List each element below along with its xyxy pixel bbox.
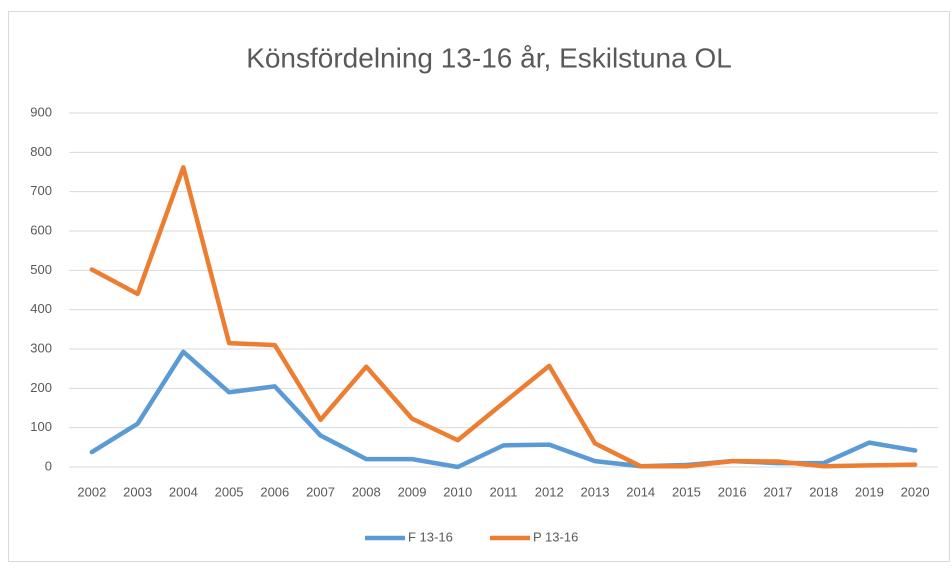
- x-tick-label: 2012: [535, 484, 564, 499]
- y-tick-label: 700: [30, 183, 52, 198]
- y-tick-label: 100: [30, 419, 52, 434]
- x-tick-label: 2002: [77, 484, 106, 499]
- x-tick-label: 2017: [763, 484, 792, 499]
- x-tick-label: 2003: [123, 484, 152, 499]
- x-tick-label: 2014: [626, 484, 655, 499]
- x-tick-label: 2015: [672, 484, 701, 499]
- x-tick-label: 2004: [169, 484, 198, 499]
- x-tick-label: 2006: [260, 484, 289, 499]
- x-tick-label: 2005: [215, 484, 244, 499]
- y-tick-label: 0: [45, 458, 52, 473]
- y-tick-label: 900: [30, 104, 52, 119]
- y-tick-label: 400: [30, 301, 52, 316]
- x-tick-label: 2019: [855, 484, 884, 499]
- x-tick-label: 2008: [352, 484, 381, 499]
- x-tick-label: 2007: [306, 484, 335, 499]
- y-tick-label: 500: [30, 262, 52, 277]
- chart-border: [8, 11, 950, 562]
- y-tick-label: 600: [30, 222, 52, 237]
- x-tick-label: 2013: [581, 484, 610, 499]
- chart-title: Könsfördelning 13-16 år, Eskilstuna OL: [246, 42, 732, 73]
- y-tick-label: 300: [30, 340, 52, 355]
- x-tick-label: 2018: [809, 484, 838, 499]
- x-tick-label: 2016: [718, 484, 747, 499]
- legend-label: P 13-16: [533, 529, 578, 544]
- y-tick-label: 200: [30, 380, 52, 395]
- y-tick-label: 800: [30, 144, 52, 159]
- legend-label: F 13-16: [408, 529, 453, 544]
- x-tick-label: 2020: [901, 484, 930, 499]
- x-tick-label: 2009: [398, 484, 427, 499]
- data-line: [89, 165, 918, 469]
- x-tick-label: 2011: [490, 484, 518, 499]
- x-tick-label: 2010: [443, 484, 472, 499]
